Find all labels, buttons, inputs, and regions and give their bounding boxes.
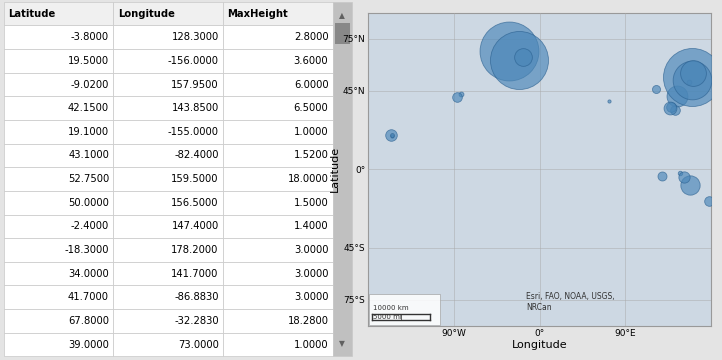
Point <box>679 174 690 180</box>
Point <box>517 54 529 60</box>
Bar <box>335 23 350 44</box>
Point <box>604 98 615 104</box>
FancyBboxPatch shape <box>369 294 440 325</box>
Text: ▼: ▼ <box>339 338 345 347</box>
Text: 10000 km: 10000 km <box>373 305 409 311</box>
Point <box>451 94 463 99</box>
Point <box>687 77 698 82</box>
Point <box>665 104 677 109</box>
Point <box>386 133 398 139</box>
Point <box>651 86 662 92</box>
Point <box>386 132 398 138</box>
Text: 5000 mi: 5000 mi <box>373 314 402 320</box>
Point <box>687 71 699 76</box>
X-axis label: Longitude: Longitude <box>512 340 567 350</box>
Point <box>704 198 716 204</box>
Point <box>674 171 686 176</box>
Point <box>456 91 467 97</box>
Point <box>669 107 680 113</box>
Point <box>683 79 695 85</box>
Point <box>503 48 515 54</box>
Point <box>686 75 697 80</box>
Point <box>671 93 682 99</box>
Point <box>513 57 524 62</box>
Point <box>684 182 696 188</box>
Text: Esri, FAO, NOAA, USGS,
NRCan: Esri, FAO, NOAA, USGS, NRCan <box>526 292 614 312</box>
Point <box>656 173 668 179</box>
Point <box>664 105 676 111</box>
Text: ▲: ▲ <box>339 11 345 20</box>
Point <box>386 132 397 138</box>
Y-axis label: Latitude: Latitude <box>330 146 340 192</box>
